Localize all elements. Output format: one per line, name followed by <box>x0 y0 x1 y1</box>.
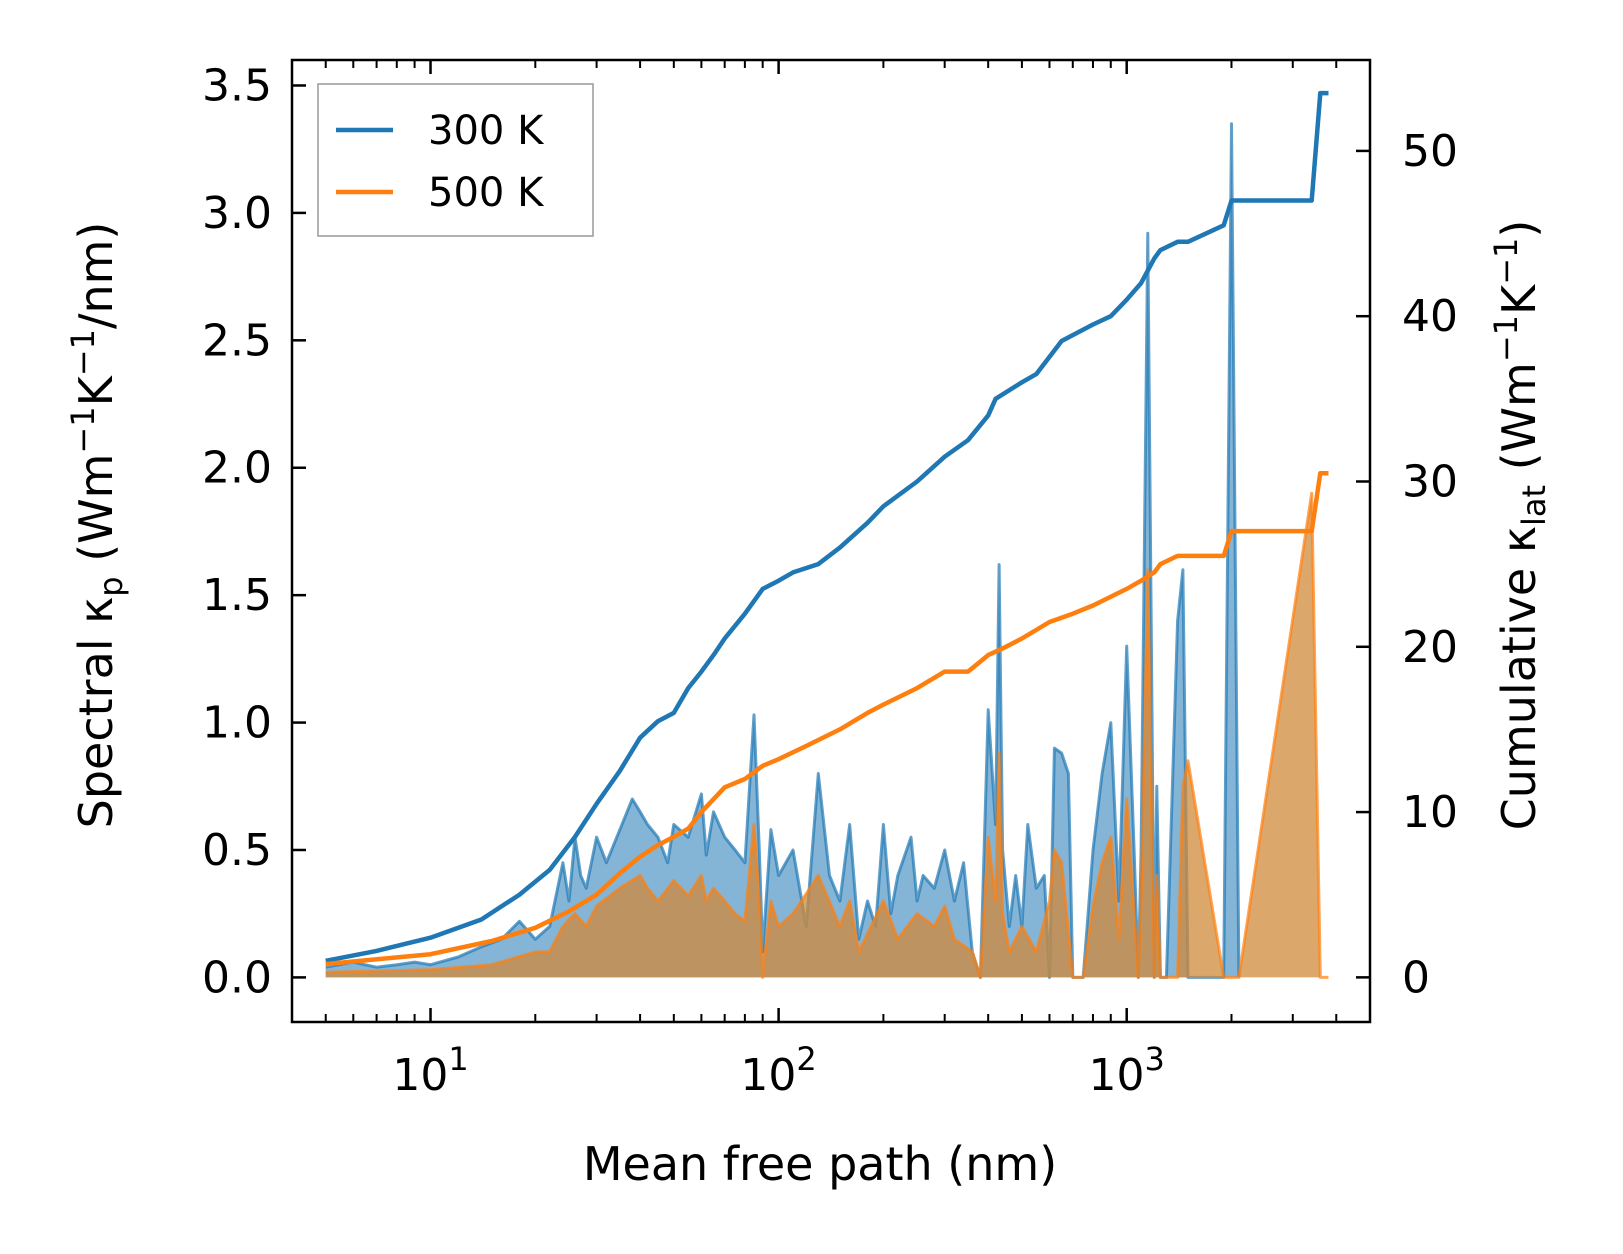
spectral-line-500k <box>325 491 1329 979</box>
x-tick-label: 103 <box>1089 1040 1165 1101</box>
legend-label-500k: 500 K <box>428 170 545 216</box>
y-left-tick-label: 1.5 <box>202 570 272 621</box>
y-left-tick-label: 2.0 <box>202 443 272 494</box>
legend: 300 K 500 K <box>317 83 594 237</box>
y-left-tick-label: 0.0 <box>202 952 272 1003</box>
y-left-tick-label: 1.0 <box>202 698 272 749</box>
x-tick-label: 102 <box>740 1040 816 1101</box>
legend-box <box>317 83 594 237</box>
y-axis-right-title: Cumulative κlat (Wm−1K−1) <box>1487 220 1553 831</box>
y-right-tick-label: 30 <box>1402 456 1458 507</box>
y-left-tick-label: 3.5 <box>202 60 272 111</box>
cumulative-line-300k <box>325 90 1329 964</box>
y-left-tick-label: 3.0 <box>202 188 272 239</box>
y-right-tick-label: 10 <box>1402 787 1458 838</box>
y-right-tick-label: 40 <box>1402 291 1458 342</box>
cumulative-line-500k <box>325 470 1329 967</box>
y-right-tick-label: 20 <box>1402 622 1458 673</box>
plot-area <box>325 90 1329 979</box>
y-right-tick-label: 0 <box>1402 952 1430 1003</box>
spectral-line-300k <box>325 122 1241 979</box>
axes: 101 102 103 0.0 0.5 1.0 1.5 2.0 2.5 3.0 3.5 0 10 20 30… <box>202 58 1458 1101</box>
y-axis-left-title: Spectral κp (Wm−1K−1/nm) <box>64 222 130 829</box>
y-left-tick-label: 0.5 <box>202 825 272 876</box>
x-axis-title: Mean free path (nm) <box>583 1137 1057 1191</box>
plot-frame <box>290 58 1372 1024</box>
x-tick-label: 101 <box>392 1040 468 1101</box>
y-left-tick-label: 2.5 <box>202 315 272 366</box>
plot-inner <box>325 90 1329 979</box>
y-right-tick-label: 50 <box>1402 126 1458 177</box>
legend-label-300k: 300 K <box>428 108 545 154</box>
